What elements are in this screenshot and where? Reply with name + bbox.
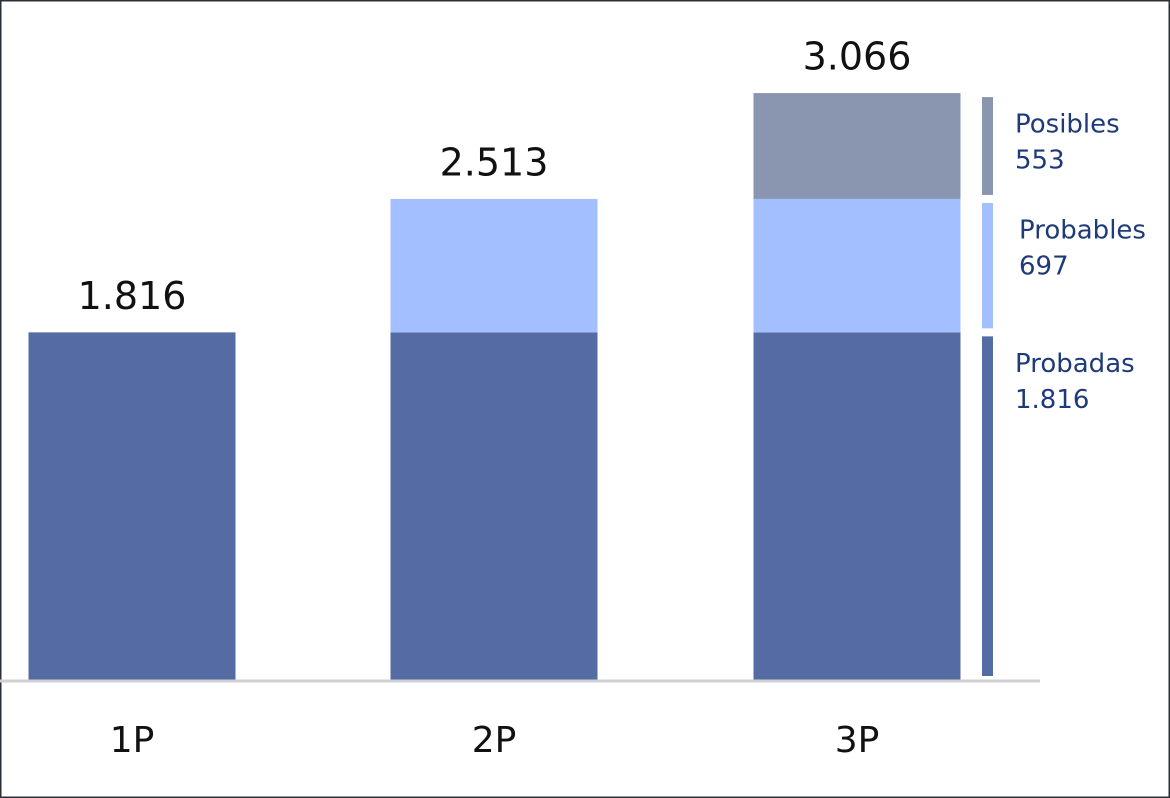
legend-value: 1.816 [1015, 385, 1089, 415]
legend-swatch [982, 336, 993, 676]
bar-segment [390, 332, 598, 680]
legend-value: 697 [1019, 251, 1069, 281]
legend-label: Posibles [1015, 110, 1120, 140]
x-tick-label: 1P [110, 720, 155, 761]
bar-segment [753, 198, 961, 333]
bar-segment [390, 198, 598, 333]
legend-swatch [982, 202, 993, 329]
bar-segment [753, 332, 961, 680]
x-tick-label: 2P [472, 720, 517, 761]
bar-segment [753, 93, 961, 199]
legend-value: 553 [1015, 146, 1065, 176]
x-tick-label: 3P [835, 720, 880, 761]
total-label: 2.513 [440, 140, 549, 184]
legend-label: Probadas [1015, 349, 1135, 379]
total-label: 1.816 [78, 274, 187, 318]
total-label: 3.066 [803, 35, 912, 79]
legend-label: Probables [1019, 215, 1146, 245]
legend-swatch [982, 97, 993, 195]
bar-segment [28, 332, 236, 680]
